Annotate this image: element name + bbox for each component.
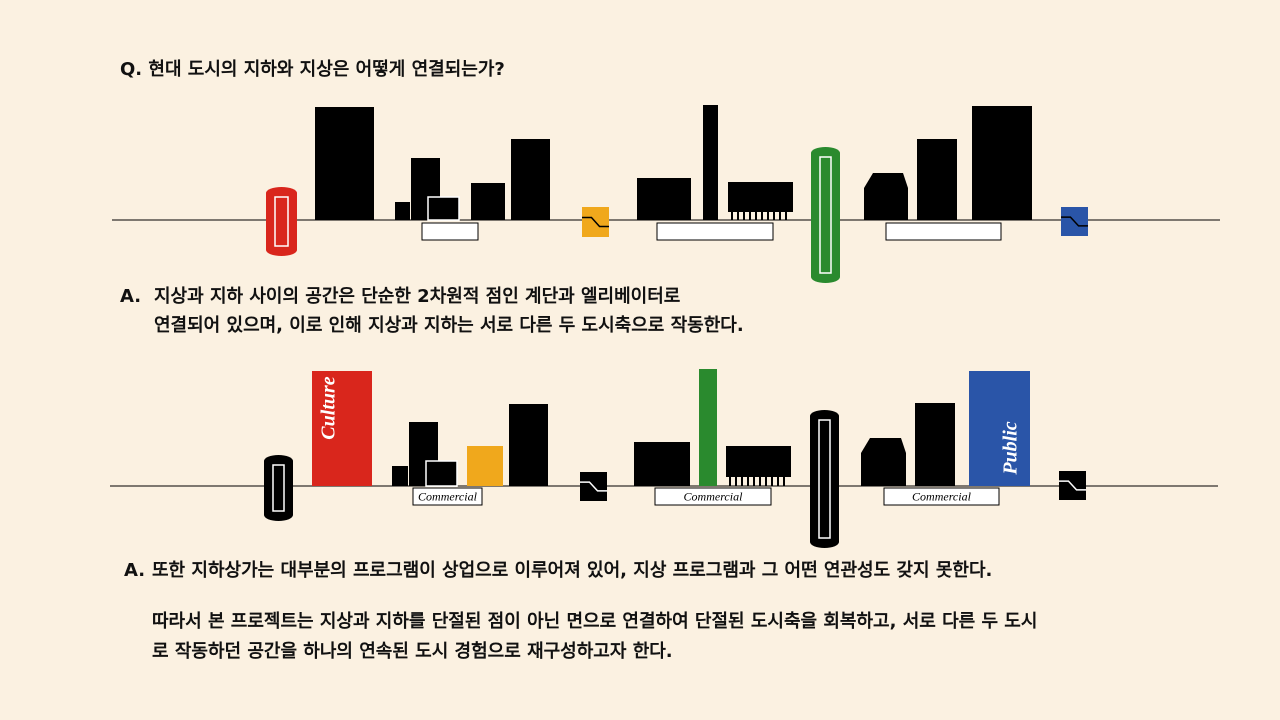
building	[315, 107, 374, 220]
underground-mall	[883, 487, 1000, 506]
building	[864, 173, 908, 220]
building	[471, 183, 505, 220]
mall-label: Commercial	[912, 489, 972, 503]
answer-marker: A.	[124, 560, 145, 581]
mall-label: Commercial	[684, 489, 744, 503]
elevator	[266, 187, 297, 256]
underground-mall	[654, 487, 772, 506]
mall-label: Commercial	[418, 489, 478, 503]
building	[703, 105, 718, 220]
answer-line: 연결되어 있으며, 이로 인해 지상과 지하는 서로 다른 두 도시축으로 작동…	[154, 315, 744, 336]
building	[395, 202, 410, 220]
stair-line	[1061, 216, 1088, 227]
question: Q. 현대 도시의 지하와 지상은 어떻게 연결되는가?	[120, 58, 505, 80]
building	[392, 466, 408, 486]
conclusion-line: 따라서 본 프로젝트는 지상과 지하를 단절된 점이 아닌 면으로 연결하여 단…	[152, 611, 1037, 632]
underground-mall	[656, 222, 774, 241]
building	[425, 460, 458, 487]
elevator-core	[819, 156, 832, 274]
elevator-core	[818, 419, 831, 539]
answer-marker: A.	[120, 286, 141, 307]
building	[915, 403, 955, 486]
building	[511, 139, 550, 220]
building	[728, 182, 793, 212]
elevator	[811, 147, 840, 283]
conclusion-line: 로 작동하던 공간을 하나의 연속된 도시 경험으로 재구성하고자 한다.	[152, 640, 673, 662]
underground-mall	[421, 222, 479, 241]
building	[861, 438, 906, 486]
public-block	[969, 371, 1030, 486]
answer-line: 또한 지하상가는 대부분의 프로그램이 상업으로 이루어져 있어, 지상 프로그…	[152, 560, 992, 581]
underground-mall	[412, 487, 483, 506]
building	[972, 106, 1032, 220]
green-block	[699, 369, 717, 486]
stair-line	[580, 481, 607, 492]
answer-line: 지상과 지하 사이의 공간은 단순한 2차원적 점인 계단과 엘리베이터로	[154, 286, 680, 307]
stair-line	[1059, 480, 1086, 491]
building	[726, 446, 791, 477]
building	[427, 196, 460, 221]
stair-line	[582, 216, 609, 228]
program-label: Public	[1000, 421, 1022, 475]
elevator	[810, 410, 839, 548]
program-label: Culture	[318, 376, 340, 439]
culture-block	[312, 371, 372, 486]
building	[634, 442, 690, 486]
elevator-core	[272, 464, 285, 512]
elevator	[264, 455, 293, 521]
building	[467, 446, 503, 486]
underground-mall	[885, 222, 1002, 241]
building	[637, 178, 691, 220]
building	[509, 404, 548, 486]
elevator-core	[274, 196, 289, 247]
building	[917, 139, 957, 220]
